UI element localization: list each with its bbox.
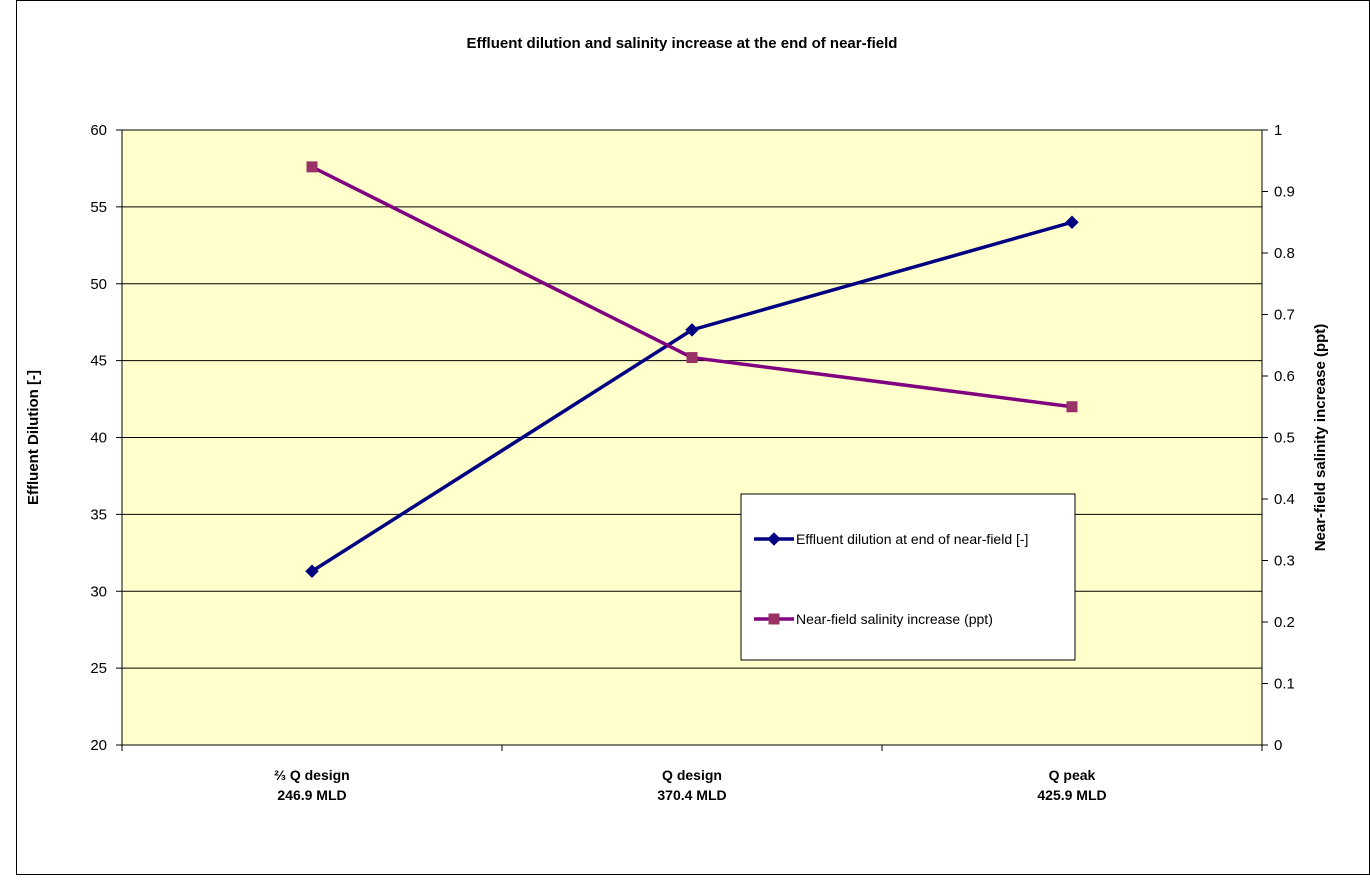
plot-area: 20 25 30 35 40 45 50 55 60 0 0.1 0.2 0.3 0.4 0.5 0.6 0.7… [25,122,1329,803]
left-axis-tick-label: 25 [90,660,107,677]
left-axis-tick-label: 55 [90,199,107,216]
right-axis-tick-label: 0.2 [1274,614,1295,631]
left-axis-tick-label: 60 [90,122,107,139]
category-sublabel: 370.4 MLD [657,787,726,803]
right-axis-tick-label: 0.5 [1274,430,1295,447]
chart-title: Effluent dilution and salinity increase … [467,35,898,52]
series-point-1 [305,564,319,578]
category-label: ⅔ Q design [274,767,349,783]
right-axis-title: Near-field salinity increase (ppt) [1312,324,1329,552]
series-point-2 [686,352,698,364]
left-axis-tick-label: 45 [90,353,107,370]
legend-box [740,493,1076,661]
left-axis-title: Effluent Dilution [-] [25,370,42,505]
category-label: Q peak [1049,767,1096,783]
right-axis-tick-label: 0 [1274,737,1282,754]
left-axis-tick-label: 30 [90,583,107,600]
series-point-1 [1065,215,1079,229]
right-axis-tick-label: 0.6 [1274,368,1295,385]
category-sublabel: 425.9 MLD [1037,787,1106,803]
right-axis-tick-label: 0.1 [1274,676,1295,693]
right-axis-tick-label: 1 [1274,122,1282,139]
series-point-2 [1066,401,1078,413]
left-axis-tick-label: 35 [90,506,107,523]
right-axis-tick-label: 0.4 [1274,491,1295,508]
series-point-1 [685,323,699,337]
right-axis-tick-label: 0.9 [1274,184,1295,201]
right-axis-tick-label: 0.7 [1274,307,1295,324]
category-label: Q design [662,767,722,783]
legend-label: Near-field salinity increase (ppt) [796,611,993,627]
right-axis-tick-label: 0.8 [1274,245,1295,262]
left-axis-tick-label: 50 [90,276,107,293]
series-point-2 [306,161,318,173]
legend-swatch-marker [768,613,780,625]
legend-label: Effluent dilution at end of near-field [… [796,531,1028,547]
legend-swatch-marker [767,532,781,546]
left-axis-tick-label: 40 [90,430,107,447]
right-axis-tick-label: 0.3 [1274,553,1295,570]
left-axis-tick-label: 20 [90,737,107,754]
category-sublabel: 246.9 MLD [277,787,346,803]
